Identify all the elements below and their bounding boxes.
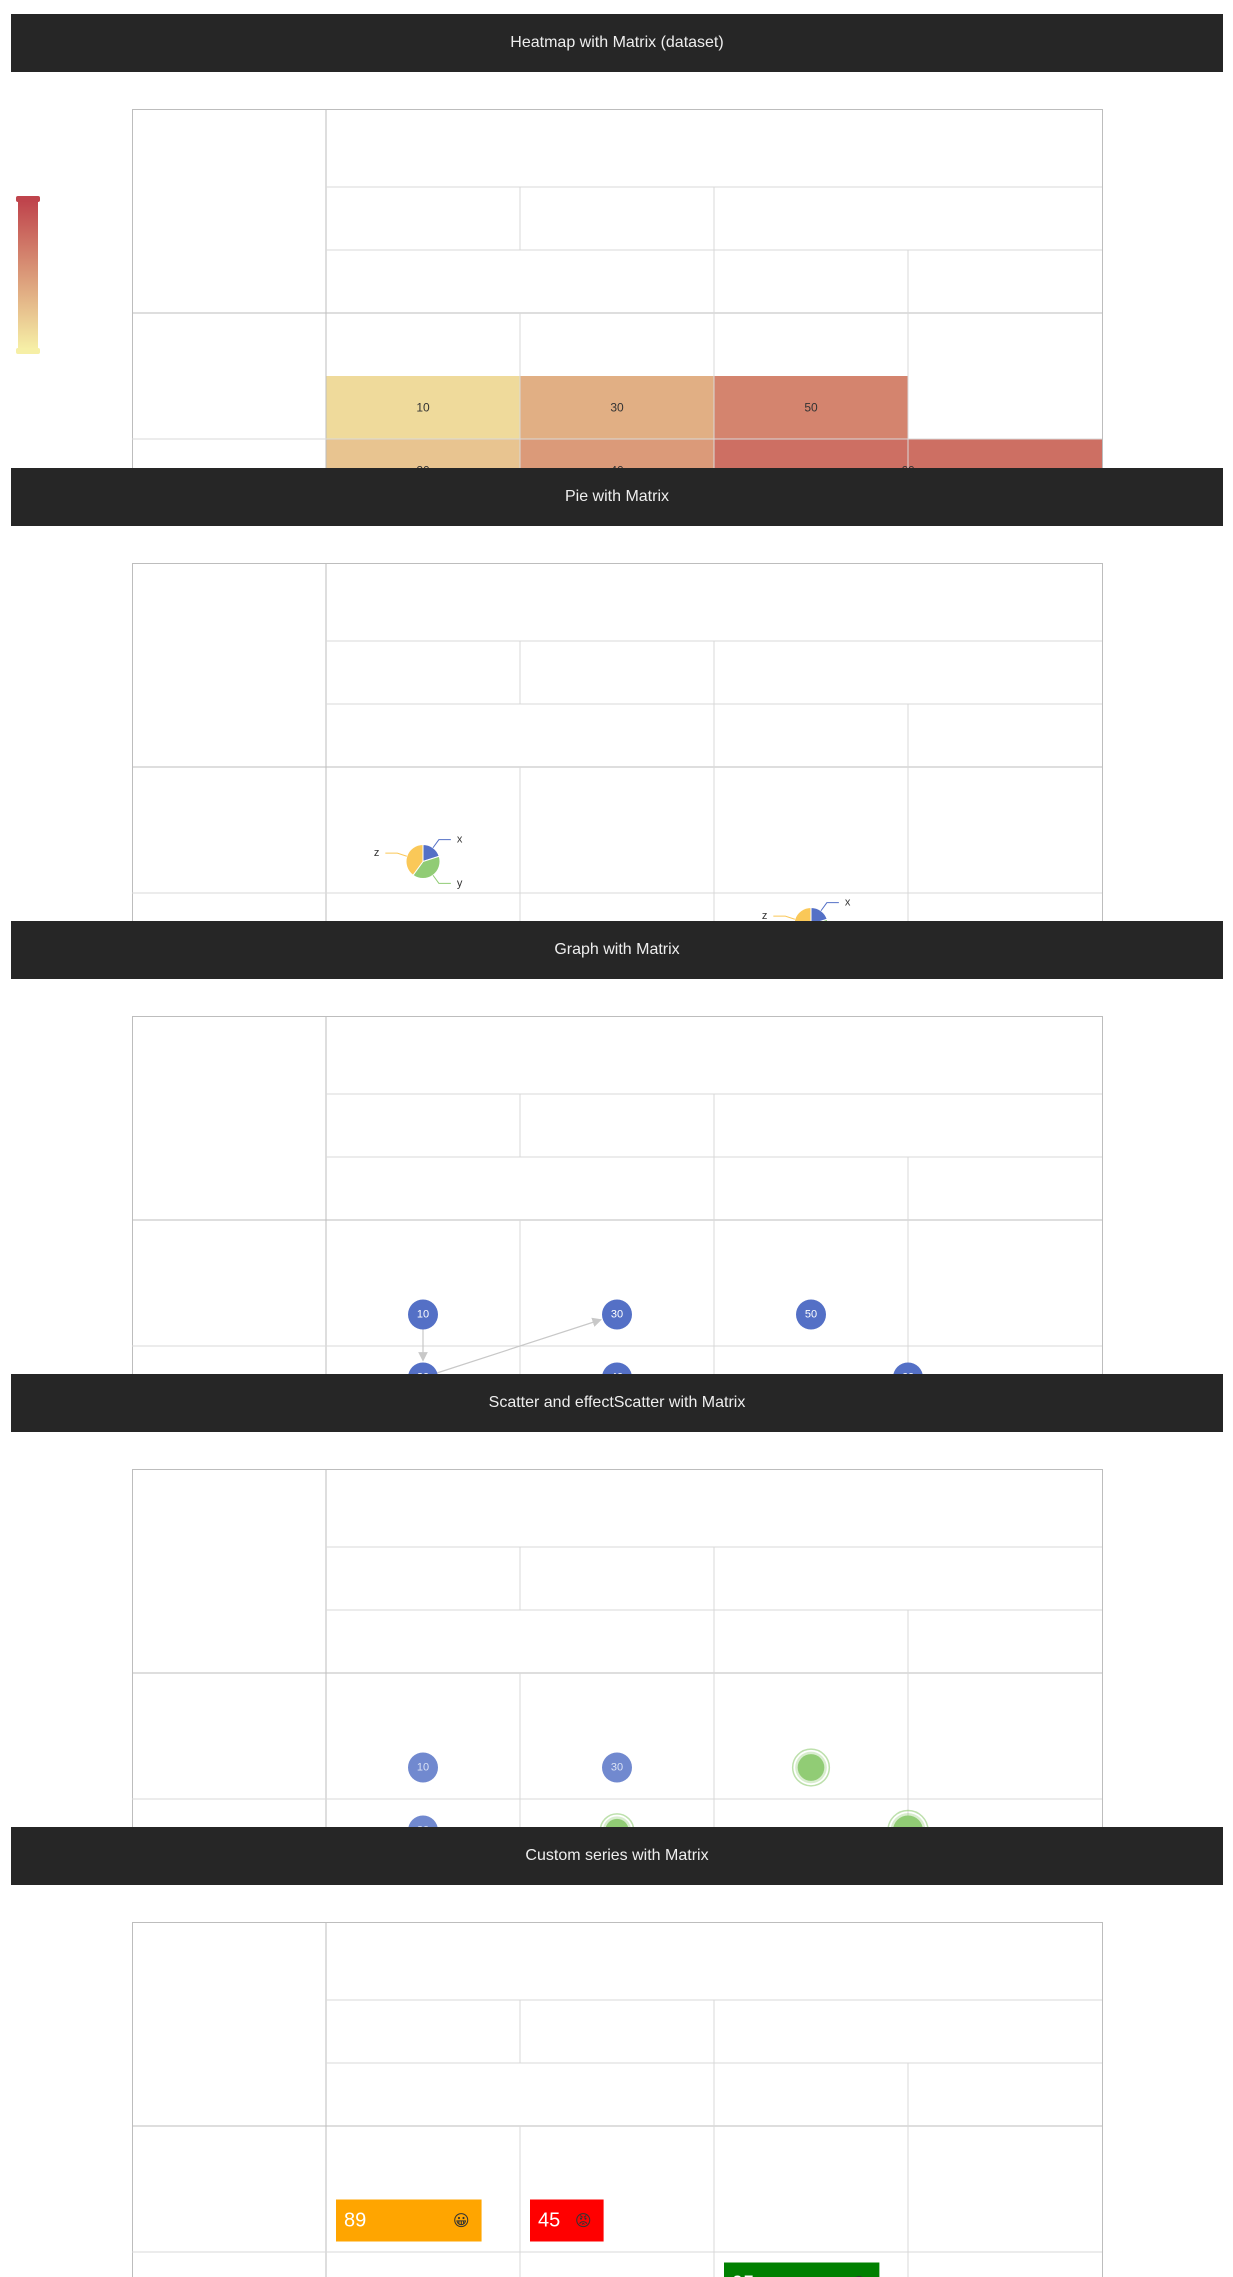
matrix-border [133, 1017, 1103, 1410]
chart-section-3: Graph with Matrix103050204060 [0, 921, 1233, 1371]
custom-item[interactable]: 89 😀 [336, 2200, 482, 2242]
visual-map-handle-bottom[interactable] [16, 348, 40, 354]
matrix-border [133, 564, 1103, 957]
custom-item[interactable]: 95😍 [724, 2263, 879, 2277]
pie-label-line [773, 916, 795, 919]
scatter-point-label: 10 [417, 1762, 429, 1774]
matrix-grid [132, 1469, 1103, 1863]
matrix-border [133, 1470, 1103, 1863]
effect-scatter-point[interactable] [793, 1749, 830, 1786]
chart-section-1: Heatmap with Matrix (dataset)10305020406… [0, 14, 1233, 464]
matrix-grid [132, 563, 1103, 957]
matrix-grid [132, 1922, 1103, 2277]
custom-value: 89 [344, 2210, 366, 2232]
chart-canvas: 103020 [0, 1374, 1233, 1824]
pie-label-line [433, 875, 451, 883]
custom-emoji: 😀 [453, 2211, 470, 2230]
chart-canvas: 103050204060 [0, 921, 1233, 1371]
custom-emoji: 😡 [575, 2211, 592, 2230]
pie-label-line [385, 853, 407, 856]
pie-label: z [374, 847, 380, 859]
effect-core [798, 1754, 825, 1781]
chart-canvas: xyzxyz [0, 468, 1233, 918]
chart-section-2: Pie with Matrixxyzxyz [0, 468, 1233, 918]
pie-label: y [457, 877, 463, 889]
pie-A1-U[interactable]: x y z [374, 834, 463, 890]
heatmap-cell-label: 10 [416, 401, 430, 415]
graph-node-label: 50 [805, 1309, 817, 1321]
visual-map-handle-top[interactable] [16, 196, 40, 202]
visual-map-bar[interactable] [18, 201, 38, 349]
pie-label: x [457, 834, 463, 846]
custom-item[interactable]: 45 😡 [530, 2200, 604, 2242]
matrix-grid [132, 1016, 1103, 1410]
heatmap-cell-label: 50 [804, 401, 818, 415]
scatter-point-label: 30 [611, 1762, 623, 1774]
pie-label-line [433, 840, 451, 848]
custom-value: 95 [732, 2273, 754, 2277]
heatmap-cell-label: 30 [610, 401, 624, 415]
pie-label-line [821, 903, 839, 911]
visual-map[interactable] [16, 196, 40, 354]
graph-node-label: 10 [417, 1309, 429, 1321]
matrix-border [133, 1923, 1103, 2277]
graph-node-label: 30 [611, 1309, 623, 1321]
custom-value: 45 [538, 2210, 560, 2232]
chart-canvas: 103050204060 [0, 14, 1233, 464]
chart-canvas: 89 😀 45 😡 95😍 [0, 1827, 1233, 2277]
pie-label: x [845, 897, 851, 909]
